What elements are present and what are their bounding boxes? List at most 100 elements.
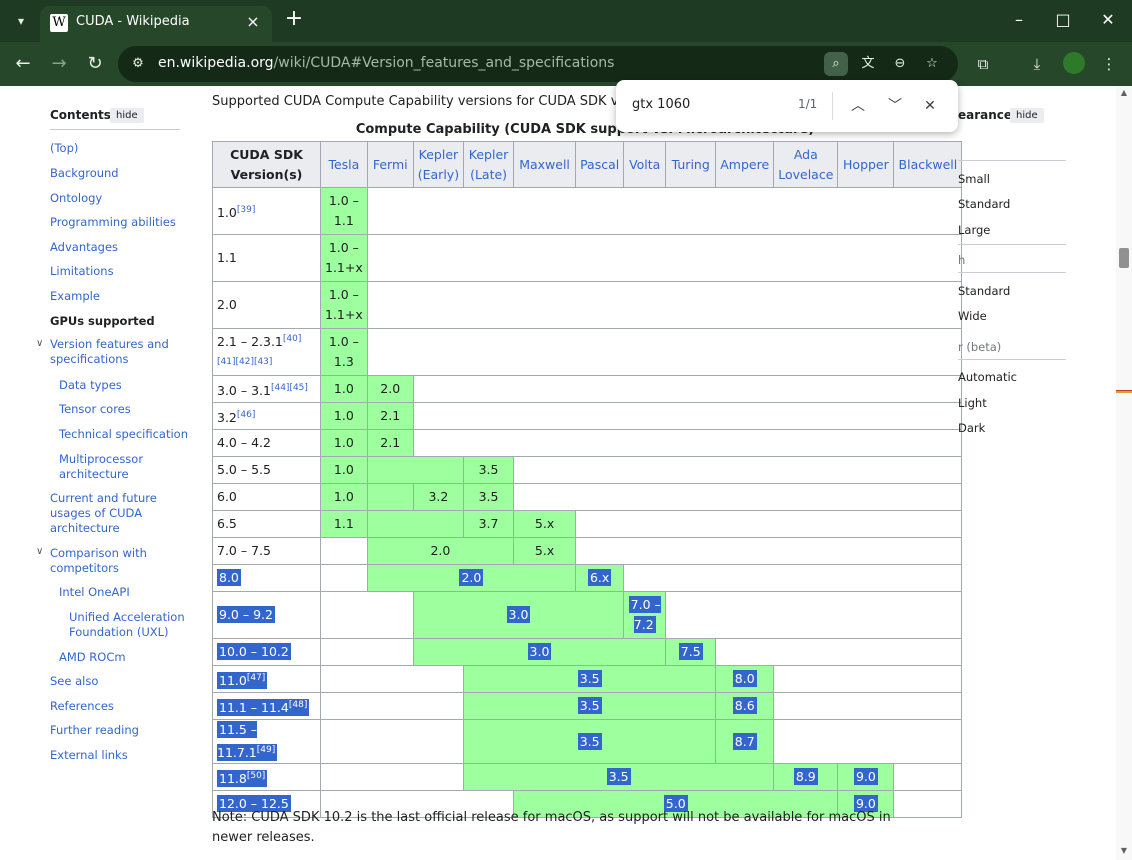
close-window-icon[interactable]: ✕ [1101, 10, 1115, 29]
column-header[interactable]: Blackwell [893, 141, 963, 188]
toc-item-comparison[interactable]: Comparison with competitors [50, 546, 147, 575]
supported-capability-cell: 1.0 – 1.1 [320, 187, 368, 235]
column-header[interactable]: Ampere [715, 141, 775, 188]
bookmark-star-icon[interactable]: ☆ [926, 56, 938, 71]
toc-item-current-future-usages[interactable]: Current and future usages of CUDA archit… [50, 491, 157, 535]
text-size-large-option[interactable]: Large [958, 223, 991, 237]
reference-link[interactable]: [49] [256, 745, 276, 756]
toc-item-references[interactable]: References [50, 699, 114, 713]
tab-search-icon[interactable]: ▾ [17, 14, 25, 28]
text-size-small-option[interactable]: Small [958, 172, 990, 186]
column-header[interactable]: Volta [623, 141, 667, 188]
zoom-icon[interactable]: ⊖ [894, 56, 906, 71]
supported-capability-cell [366, 510, 465, 539]
table-row: 3.0 – 3.1[44][45] 1.0 2.0 [212, 375, 963, 404]
empty-cell [893, 763, 963, 792]
toc-item-top[interactable]: (Top) [50, 141, 79, 155]
column-header[interactable]: Maxwell [513, 141, 577, 188]
empty-cell [320, 591, 414, 640]
reference-link[interactable]: [44][45] [270, 382, 308, 393]
menu-dots-icon[interactable]: ⋮ [1101, 55, 1117, 73]
empty-cell [319, 692, 465, 721]
column-header[interactable]: Kepler (Late) [463, 141, 515, 188]
color-dark-option[interactable]: Dark [958, 421, 986, 435]
color-light-option[interactable]: Light [958, 396, 987, 410]
empty-cell [319, 665, 465, 694]
toc-item-programming-abilities[interactable]: Programming abilities [50, 215, 176, 229]
column-header[interactable]: Fermi [366, 141, 414, 188]
page-scrollbar[interactable]: ▲ ▼ [1116, 86, 1132, 860]
lens-icon[interactable]: ⌕ [824, 52, 848, 76]
toc-item-data-types[interactable]: Data types [59, 378, 122, 392]
translate-icon[interactable]: 文 [861, 56, 875, 71]
download-icon[interactable]: ⤓ [1033, 55, 1041, 73]
column-header[interactable]: Turing [665, 141, 717, 188]
browser-tab[interactable]: W CUDA - Wikipedia × [40, 6, 272, 42]
toc-collapse-chevron-icon[interactable]: ∨ [36, 338, 44, 349]
close-tab-icon[interactable]: × [246, 12, 260, 31]
column-header[interactable]: Ada Lovelace [773, 141, 839, 188]
toc-item-background[interactable]: Background [50, 166, 119, 180]
reference-link[interactable]: [47] [246, 672, 266, 683]
supported-capability-cell: 3.5 [463, 692, 717, 721]
column-header[interactable]: Tesla [320, 141, 368, 188]
table-row: 2.0 1.0 – 1.1+x [212, 281, 963, 329]
site-info-icon[interactable]: ⚙ [132, 56, 144, 71]
minimize-icon[interactable]: – [1015, 10, 1023, 29]
column-header[interactable]: Kepler (Early) [412, 141, 465, 188]
width-wide-option[interactable]: Wide [958, 309, 987, 323]
appearance-hide-button[interactable]: hide [1010, 108, 1044, 123]
maximize-icon[interactable]: □ [1055, 10, 1071, 29]
toc-item-example[interactable]: Example [50, 289, 100, 303]
text-size-standard-option[interactable]: Standard [958, 197, 1011, 211]
toc-item-further-reading[interactable]: Further reading [50, 723, 139, 737]
toc-item-gpus-supported[interactable]: GPUs supported [50, 314, 155, 328]
color-automatic-option[interactable]: Automatic [958, 370, 1017, 384]
toc-item-external-links[interactable]: External links [50, 748, 128, 762]
find-input[interactable]: gtx 1060 [632, 97, 691, 112]
empty-cell [623, 564, 963, 593]
toc-hide-button[interactable]: hide [110, 108, 144, 123]
toc-item-technical-specification[interactable]: Technical specification [59, 427, 188, 441]
scroll-thumb[interactable] [1119, 248, 1129, 268]
column-header[interactable]: Pascal [575, 141, 625, 188]
toc-collapse-chevron-icon[interactable]: ∨ [36, 546, 44, 557]
toc-item-ontology[interactable]: Ontology [50, 191, 103, 205]
new-tab-icon[interactable]: + [284, 6, 304, 31]
url-text[interactable]: en.wikipedia.org/wiki/CUDA#Version_featu… [158, 55, 615, 71]
toc-item-multiprocessor-architecture[interactable]: Multiprocessor architecture [59, 452, 144, 481]
toc-item-intel-oneapi[interactable]: Intel OneAPI [59, 585, 130, 599]
column-header[interactable]: Hopper [837, 141, 895, 188]
reference-link[interactable]: [48] [288, 699, 308, 710]
back-icon[interactable]: ← [15, 53, 31, 74]
find-next-icon[interactable]: ﹀ [888, 98, 902, 114]
scroll-up-icon[interactable]: ▲ [1120, 88, 1128, 97]
find-match-count: 1/1 [798, 97, 818, 111]
toc-item-uxl[interactable]: Unified Acceleration Foundation (UXL) [69, 610, 185, 639]
forward-icon[interactable]: → [51, 53, 67, 74]
toc-item-amd-rocm[interactable]: AMD ROCm [59, 650, 126, 664]
width-standard-option[interactable]: Standard [958, 284, 1011, 298]
sdk-version-cell: 5.0 – 5.5 [212, 456, 321, 485]
reference-link[interactable]: [50] [246, 770, 266, 781]
find-previous-icon[interactable]: ︿ [851, 98, 865, 114]
supported-capability-cell: 2.1 [366, 429, 414, 458]
reload-icon[interactable]: ↻ [87, 53, 103, 74]
toc-item-see-also[interactable]: See also [50, 674, 99, 688]
extensions-icon[interactable]: ⧉ [977, 55, 989, 73]
profile-avatar[interactable] [1063, 52, 1085, 74]
toc-item-advantages[interactable]: Advantages [50, 240, 119, 254]
address-bar[interactable]: ⚙ en.wikipedia.org/wiki/CUDA#Version_fea… [118, 46, 958, 82]
reference-link[interactable]: [40][41][42][43] [217, 334, 302, 368]
table-row: 8.0 2.0 6.x [212, 564, 963, 593]
find-close-icon[interactable]: ✕ [924, 98, 936, 114]
toc-item-tensor-cores[interactable]: Tensor cores [59, 402, 131, 416]
scroll-down-icon[interactable]: ▼ [1120, 846, 1128, 855]
supported-capability-cell: 3.7 [463, 510, 515, 539]
toc-item-limitations[interactable]: Limitations [50, 264, 114, 278]
toc-item-version-features[interactable]: Version features and specifications [50, 337, 169, 366]
appearance-divider [958, 244, 1066, 245]
empty-cell [319, 763, 465, 792]
reference-link[interactable]: [46] [236, 409, 256, 420]
reference-link[interactable]: [39] [236, 204, 256, 215]
